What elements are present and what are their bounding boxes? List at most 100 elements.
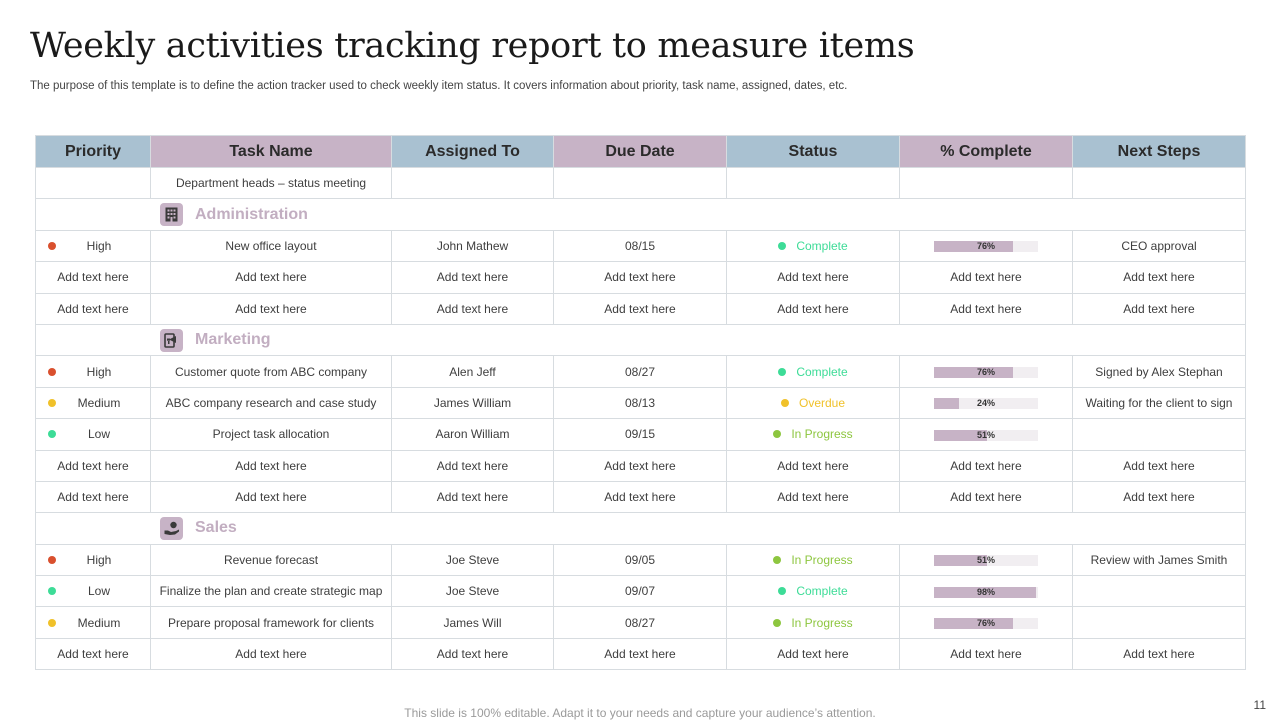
header-due-date: Due Date bbox=[553, 135, 727, 168]
progress-label: 76% bbox=[976, 241, 995, 252]
cell-status: Add text here bbox=[726, 292, 900, 325]
progress-label: 76% bbox=[976, 366, 995, 377]
table-body: Department heads – status meeting Admini… bbox=[35, 166, 1246, 671]
status-label: In Progress bbox=[791, 427, 853, 442]
section-header: Sales bbox=[35, 512, 1246, 545]
header-status: Status bbox=[726, 135, 900, 168]
status-dot-icon bbox=[773, 430, 782, 439]
cell-due: 09/07 bbox=[553, 575, 727, 608]
cell-due: Add text here bbox=[553, 449, 727, 482]
cell-percent: Add text here bbox=[899, 449, 1073, 482]
cell-assigned: Add text here bbox=[391, 292, 554, 325]
cell-assigned: James Will bbox=[391, 606, 554, 639]
progress-bar: 24% bbox=[934, 398, 1038, 410]
priority-label: Low bbox=[87, 584, 110, 599]
table-row: Low Project task allocation Aaron William 0… bbox=[35, 418, 1246, 451]
cell-assigned: Add text here bbox=[391, 261, 554, 294]
cell-due: 09/15 bbox=[553, 418, 727, 451]
cell-next-steps: Add text here bbox=[1072, 292, 1246, 325]
progress-fill bbox=[934, 555, 988, 567]
cell-percent: 51% bbox=[899, 543, 1073, 577]
cell-task: Prepare proposal framework for clients bbox=[150, 606, 392, 639]
cell-next-steps bbox=[1072, 606, 1246, 639]
priority-label: Medium bbox=[77, 395, 121, 410]
cell-due bbox=[553, 166, 727, 200]
priority-dot-icon bbox=[48, 555, 56, 564]
cell-status: Add text here bbox=[726, 480, 900, 514]
cell-due: 08/13 bbox=[553, 386, 727, 420]
cell-percent: Add text here bbox=[899, 637, 1073, 671]
priority-dot-icon bbox=[48, 618, 56, 627]
cell-percent: 76% bbox=[899, 355, 1073, 388]
section-row: Marketing bbox=[35, 323, 1246, 357]
priority-label: High bbox=[86, 552, 112, 567]
cell-task: Customer quote from ABC company bbox=[150, 355, 392, 388]
progress-fill bbox=[934, 617, 1014, 629]
cell-task: ABC company research and case study bbox=[150, 386, 392, 420]
cell-assigned: Add text here bbox=[391, 449, 554, 482]
cell-status: In Progress bbox=[726, 418, 900, 451]
cell-due: Add text here bbox=[553, 292, 727, 325]
cell-task: Add text here bbox=[150, 637, 392, 671]
status-dot-icon bbox=[778, 587, 787, 596]
cell-next-steps: Waiting for the client to sign bbox=[1072, 386, 1246, 420]
table-row: Medium ABC company research and case stud… bbox=[35, 386, 1246, 420]
cell-percent: 24% bbox=[899, 386, 1073, 420]
cell-priority: Medium bbox=[35, 386, 151, 420]
cell-task: Project task allocation bbox=[150, 418, 392, 451]
sales-icon bbox=[160, 516, 183, 540]
status-dot-icon bbox=[780, 398, 789, 407]
cell-due: Add text here bbox=[553, 261, 727, 294]
table-row: Add text here Add text here Add text here A… bbox=[35, 261, 1246, 294]
priority-label: High bbox=[86, 364, 112, 379]
building-icon bbox=[160, 203, 183, 227]
cell-percent: Add text here bbox=[899, 480, 1073, 514]
status-label: Complete bbox=[796, 238, 848, 253]
progress-fill bbox=[934, 429, 988, 441]
cell-status: Add text here bbox=[726, 449, 900, 482]
cell-task: Add text here bbox=[150, 292, 392, 325]
page-subtitle: The purpose of this template is to defin… bbox=[30, 80, 848, 92]
header-priority: Priority bbox=[35, 135, 151, 168]
table-row: Department heads – status meeting bbox=[35, 166, 1246, 200]
cell-assigned: Add text here bbox=[391, 637, 554, 671]
progress-bar: 98% bbox=[934, 586, 1038, 598]
cell-priority: Add text here bbox=[35, 292, 151, 325]
cell-status: In Progress bbox=[726, 543, 900, 577]
cell-status: Complete bbox=[726, 575, 900, 608]
cell-due: 08/27 bbox=[553, 606, 727, 639]
cell-next-steps: Add text here bbox=[1072, 480, 1246, 514]
cell-task: Add text here bbox=[150, 449, 392, 482]
cell-due: 08/15 bbox=[553, 229, 727, 263]
cell-status: In Progress bbox=[726, 606, 900, 639]
cell-percent: Add text here bbox=[899, 292, 1073, 325]
progress-fill bbox=[934, 241, 1014, 253]
cell-assigned: Aaron William bbox=[391, 418, 554, 451]
table-row: Medium Prepare proposal framework for cli… bbox=[35, 606, 1246, 639]
cell-percent: 76% bbox=[899, 606, 1073, 639]
progress-bar: 76% bbox=[934, 617, 1038, 629]
progress-bar: 51% bbox=[934, 429, 1038, 441]
cell-next-steps bbox=[1072, 575, 1246, 608]
cell-priority: High bbox=[35, 229, 151, 263]
cell-assigned bbox=[391, 166, 554, 200]
progress-bar: 76% bbox=[934, 366, 1038, 378]
cell-due: Add text here bbox=[553, 480, 727, 514]
progress-label: 98% bbox=[976, 586, 995, 597]
cell-priority: Add text here bbox=[35, 480, 151, 514]
cell-assigned: Add text here bbox=[391, 480, 554, 514]
cell-status bbox=[726, 166, 900, 200]
progress-bar: 76% bbox=[934, 241, 1038, 253]
header-assigned-to: Assigned To bbox=[391, 135, 554, 168]
section-row: Sales bbox=[35, 512, 1246, 545]
cell-assigned: James William bbox=[391, 386, 554, 420]
status-label: Complete bbox=[796, 364, 848, 379]
priority-dot-icon bbox=[48, 587, 56, 596]
tracker-table: Priority Task Name Assigned To Due Date … bbox=[35, 135, 1246, 671]
cell-priority: Low bbox=[35, 418, 151, 451]
cell-next-steps: Add text here bbox=[1072, 449, 1246, 482]
cell-priority: High bbox=[35, 355, 151, 388]
cell-next-steps: Add text here bbox=[1072, 637, 1246, 671]
progress-label: 51% bbox=[976, 429, 995, 440]
progress-fill bbox=[934, 586, 1036, 598]
